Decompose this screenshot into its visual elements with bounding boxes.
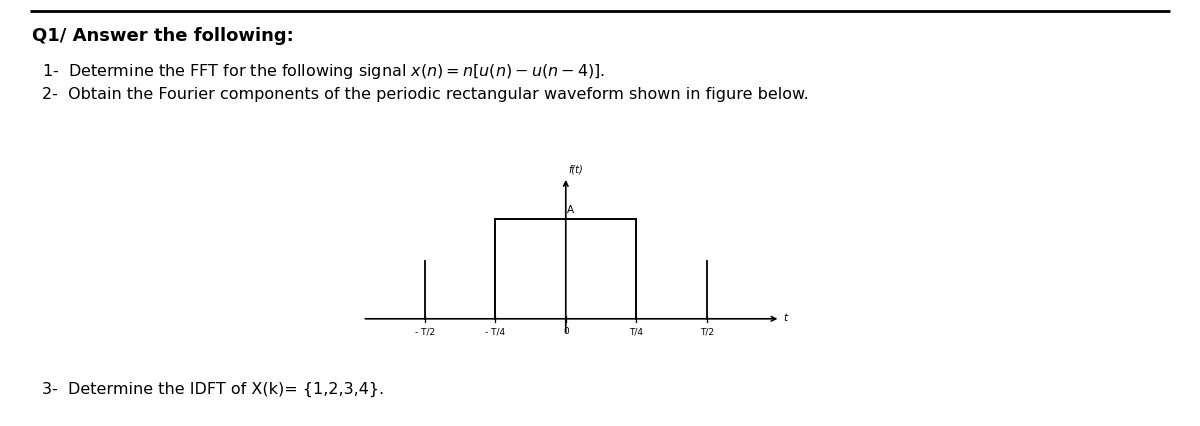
Text: 3-  Determine the IDFT of X(k)= {1,2,3,4}.: 3- Determine the IDFT of X(k)= {1,2,3,4}…: [42, 381, 384, 396]
Text: - T/4: - T/4: [485, 326, 505, 335]
Text: 0: 0: [563, 326, 569, 335]
Text: t: t: [784, 312, 787, 322]
Text: f(t): f(t): [569, 164, 583, 174]
Text: - T/2: - T/2: [414, 326, 434, 335]
Text: 2-  Obtain the Fourier components of the periodic rectangular waveform shown in : 2- Obtain the Fourier components of the …: [42, 87, 809, 102]
Text: T/4: T/4: [629, 326, 643, 335]
Text: 1-  Determine the FFT for the following signal $x(n) = n[u(n) - u(n - 4)]$.: 1- Determine the FFT for the following s…: [42, 62, 605, 81]
Text: Q1/ Answer the following:: Q1/ Answer the following:: [32, 27, 294, 45]
Text: T/2: T/2: [700, 326, 714, 335]
Text: A: A: [566, 205, 574, 215]
